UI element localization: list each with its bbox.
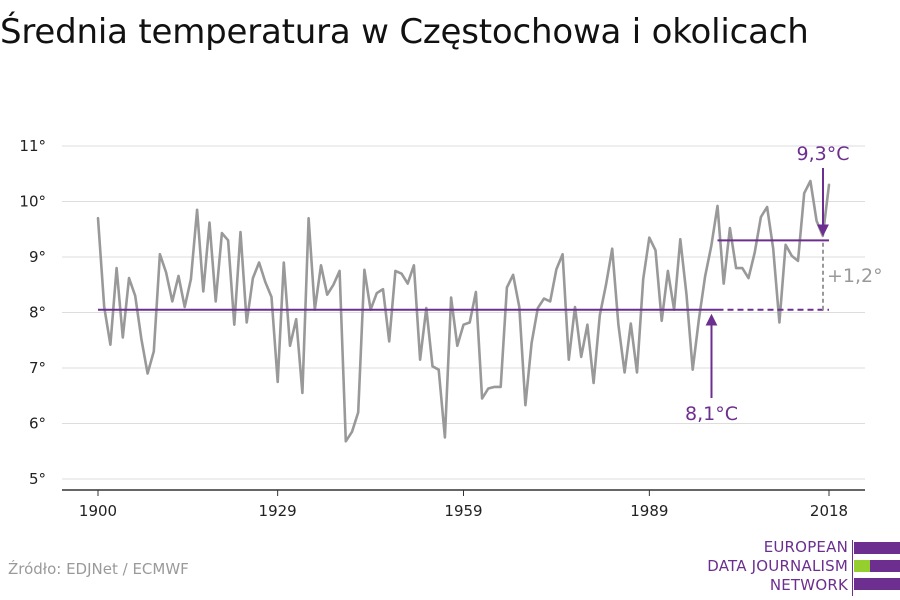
difference-label: +1,2° [827, 265, 883, 287]
early-mean-label: 8,1°C [685, 403, 738, 425]
annotations: +1,2° 8,1°C 9,3°C [685, 143, 883, 425]
logo-line-1: EUROPEAN [763, 538, 848, 556]
temperature-series-line [96, 179, 831, 443]
logo-divider [852, 540, 853, 596]
x-axis: 1900 1929 1959 1989 2018 [62, 489, 865, 520]
gridlines [62, 145, 865, 480]
logo-bar-purple-bottom [854, 578, 900, 590]
logo-bar-purple-mid [854, 560, 900, 572]
y-tick-label: 6° [29, 415, 46, 433]
y-tick-label: 5° [29, 470, 46, 488]
edjnet-logo: EUROPEAN DATA JOURNALISM NETWORK [700, 538, 900, 598]
y-tick-label: 10° [19, 193, 46, 211]
y-tick-label: 11° [19, 137, 46, 155]
recent-mean-label: 9,3°C [797, 143, 850, 165]
series-lines [96, 179, 831, 443]
source-note: Źródło: EDJNet / ECMWF [8, 560, 189, 578]
x-tick-label: 1900 [79, 502, 117, 520]
logo-line-3: NETWORK [769, 576, 848, 594]
y-axis-ticks: 5° 6° 7° 8° 9° 10° 11° [19, 137, 46, 488]
reference-lines [98, 239, 829, 311]
x-tick-label: 1929 [259, 502, 297, 520]
y-tick-label: 7° [29, 359, 46, 377]
logo-bar-green [854, 560, 870, 572]
logo-bar-purple-top [854, 542, 900, 554]
logo-line-2: DATA JOURNALISM [707, 557, 848, 575]
y-tick-label: 8° [29, 304, 46, 322]
chart-title: Średnia temperatura w Częstochowa i okol… [0, 12, 809, 52]
x-tick-label: 2018 [810, 502, 848, 520]
y-tick-label: 9° [29, 248, 46, 266]
x-tick-label: 1989 [630, 502, 668, 520]
x-tick-label: 1959 [444, 502, 482, 520]
